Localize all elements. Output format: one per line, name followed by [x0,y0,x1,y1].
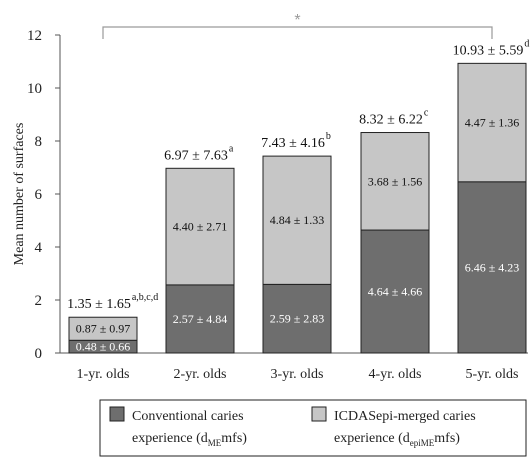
legend-swatch [311,406,327,422]
bar-segment [360,132,430,231]
bar-total-superscript: a,b,c,d [132,292,158,303]
bar-segment-label: 0.87 ± 0.97 [76,321,131,335]
bar-total-superscript: d [524,38,529,49]
y-tick-label: 0 [35,346,43,362]
bar-segment-label: 4.47 ± 1.36 [465,116,520,130]
bar-segment-label: 2.59 ± 2.83 [270,312,325,326]
bar-total-superscript: a [229,143,234,154]
bar-segment [262,155,332,285]
y-axis-title: Mean number of surfaces [12,123,27,266]
x-category-label: 1-yr. olds [77,367,130,382]
legend-label-line1: Conventional caries [132,409,244,424]
bar-segment-label: 4.64 ± 4.66 [368,285,423,299]
bar-segment-label: 4.40 ± 2.71 [173,220,228,234]
bar-segment-label: 4.84 ± 1.33 [270,213,325,227]
bar-total-superscript: c [424,108,429,119]
x-category-label: 4-yr. olds [369,367,422,382]
bar-total-label: 1.35 ± 1.65 [67,297,131,312]
y-tick-label: 10 [27,81,42,97]
bar-total-label: 6.97 ± 7.63 [164,148,228,163]
significance-bracket [102,26,493,39]
bar-total-label: 10.93 ± 5.59 [453,43,524,58]
significance-star: * [294,12,300,29]
y-tick-label: 4 [35,240,43,256]
bar-total-superscript: b [326,131,331,142]
bar-segment-label: 2.57 ± 4.84 [173,312,228,326]
y-tick-label: 6 [35,187,43,203]
bar-segment [457,62,527,183]
bar-segment-label: 0.48 ± 0.66 [76,340,131,354]
bar-segment [457,181,527,354]
bar-segment [165,284,235,354]
legend-label-line2: experience (depiMEmfs) [334,431,460,448]
bar-total-label: 7.43 ± 4.16 [261,136,325,151]
bar-segment [360,229,430,354]
x-category-label: 2-yr. olds [174,367,227,382]
bar-segment-label: 6.46 ± 4.23 [465,260,520,274]
bar-segment [165,167,235,286]
bar-segment [68,316,138,341]
legend-swatch [109,406,125,422]
bar-total-label: 8.32 ± 6.22 [359,113,423,128]
y-tick-label: 12 [27,28,42,44]
x-category-label: 3-yr. olds [271,367,324,382]
legend-label-line2: experience (dMEmfs) [132,431,247,448]
y-tick-label: 8 [35,134,43,150]
legend-label-line1: ICDASepi-merged caries [334,409,476,424]
bar-segment-label: 3.68 ± 1.56 [368,174,423,188]
bar-segment [262,283,332,354]
y-tick-label: 2 [35,293,43,309]
x-category-label: 5-yr. olds [466,367,519,382]
